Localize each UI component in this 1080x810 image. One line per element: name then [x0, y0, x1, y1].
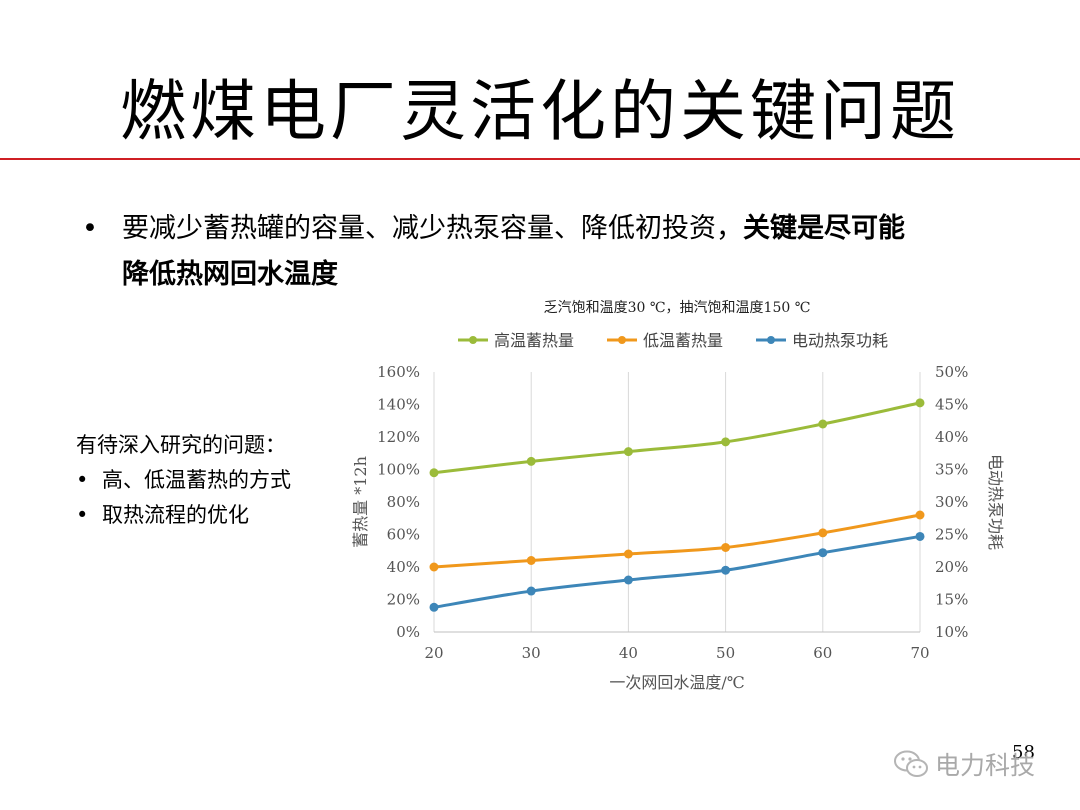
- open-question-item: • 高、低温蓄热的方式: [76, 463, 291, 498]
- legend-marker: [618, 336, 626, 344]
- x-tick-label: 40: [619, 644, 638, 662]
- bullet-text-bold-2: 降低热网回水温度: [122, 259, 338, 290]
- data-point: [526, 456, 536, 466]
- y-left-tick-label: 40%: [387, 558, 420, 576]
- data-point: [623, 447, 633, 457]
- x-tick-label: 50: [716, 644, 735, 662]
- chart-title: 乏汽饱和温度30 ℃，抽汽饱和温度150 ℃: [544, 300, 811, 316]
- watermark-text: 电力科技: [935, 751, 1036, 780]
- y-left-tick-label: 100%: [377, 461, 420, 479]
- legend-item: 低温蓄热量: [607, 331, 723, 350]
- open-question-text: 取热流程的优化: [102, 503, 249, 527]
- data-point: [721, 543, 731, 552]
- y-right-tick-label: 40%: [935, 428, 968, 446]
- legend-marker: [469, 336, 477, 344]
- x-tick-label: 20: [424, 644, 443, 662]
- y-left-tick-label: 80%: [387, 493, 420, 511]
- bullet-dot: •: [76, 468, 89, 492]
- data-point: [526, 586, 536, 596]
- y-right-tick-label: 45%: [935, 396, 968, 414]
- series-line: [433, 401, 921, 475]
- x-tick-label: 30: [522, 644, 541, 662]
- legend-item: 高温蓄热量: [458, 331, 574, 350]
- data-point: [818, 419, 828, 429]
- y-left-tick-label: 140%: [377, 396, 420, 414]
- main-bullet: • 要减少蓄热罐的容量、减少热泵容量、降低初投资，关键是尽可能 降低热网回水温度: [82, 206, 1012, 298]
- bullet-dot: •: [76, 503, 89, 527]
- open-question-text: 高、低温蓄热的方式: [102, 468, 291, 492]
- data-point: [818, 528, 828, 538]
- data-point: [721, 565, 731, 575]
- legend-marker: [767, 336, 775, 344]
- data-point: [623, 575, 633, 585]
- data-point: [623, 549, 633, 559]
- series-line: [433, 513, 921, 569]
- bullet-dot: •: [82, 213, 98, 244]
- x-tick-label: 60: [813, 644, 832, 662]
- open-question-item: • 取热流程的优化: [76, 498, 291, 533]
- y-left-tick-label: 20%: [387, 591, 420, 609]
- data-point: [818, 548, 828, 558]
- y-right-tick-label: 15%: [935, 591, 968, 609]
- y-right-tick-label: 25%: [935, 526, 968, 544]
- y-left-axis-label: 蓄热量 *12h: [351, 456, 370, 548]
- legend-label: 电动热泵功耗: [792, 331, 888, 350]
- slide-title: 燃煤电厂灵活化的关键问题: [120, 73, 960, 150]
- title-divider: [0, 158, 1080, 160]
- data-point: [429, 562, 439, 572]
- data-point: [429, 468, 439, 478]
- wechat-icon: [894, 750, 928, 777]
- y-left-tick-label: 60%: [387, 526, 420, 544]
- bullet-text-bold-1: 关键是尽可能: [743, 213, 905, 244]
- page-number: 58: [1012, 742, 1035, 763]
- y-right-tick-label: 10%: [935, 623, 968, 641]
- data-point: [915, 531, 925, 541]
- y-right-axis-label: 电动热泵功耗: [986, 454, 1005, 550]
- series-line: [433, 534, 921, 609]
- y-right-tick-label: 35%: [935, 461, 968, 479]
- open-questions: 有待深入研究的问题： • 高、低温蓄热的方式 • 取热流程的优化: [76, 428, 291, 533]
- data-point: [915, 510, 925, 520]
- data-point: [915, 398, 925, 408]
- x-axis-label: 一次网回水温度/℃: [609, 673, 744, 692]
- y-right-tick-label: 50%: [935, 363, 968, 381]
- y-right-tick-label: 30%: [935, 493, 968, 511]
- bullet-text-plain: 要减少蓄热罐的容量、减少热泵容量、降低初投资，: [122, 213, 743, 244]
- watermark: 电力科技: [893, 747, 1035, 781]
- data-point: [429, 602, 439, 612]
- y-left-tick-label: 120%: [377, 428, 420, 446]
- legend-label: 低温蓄热量: [643, 331, 723, 350]
- main-bullet-text: 要减少蓄热罐的容量、减少热泵容量、降低初投资，关键是尽可能 降低热网回水温度: [122, 206, 1012, 298]
- open-questions-heading: 有待深入研究的问题：: [76, 433, 286, 457]
- data-point: [526, 556, 536, 565]
- legend-item: 电动热泵功耗: [756, 331, 888, 350]
- legend-label: 高温蓄热量: [494, 331, 574, 350]
- y-left-tick-label: 160%: [377, 363, 420, 381]
- y-left-tick-label: 0%: [396, 623, 420, 641]
- line-chart: 乏汽饱和温度30 ℃，抽汽饱和温度150 ℃ 高温蓄热量 低温蓄热量 电动热泵功耗 0%…: [340, 292, 1010, 702]
- data-point: [721, 437, 731, 447]
- x-tick-label: 70: [910, 644, 929, 662]
- y-right-tick-label: 20%: [935, 558, 968, 576]
